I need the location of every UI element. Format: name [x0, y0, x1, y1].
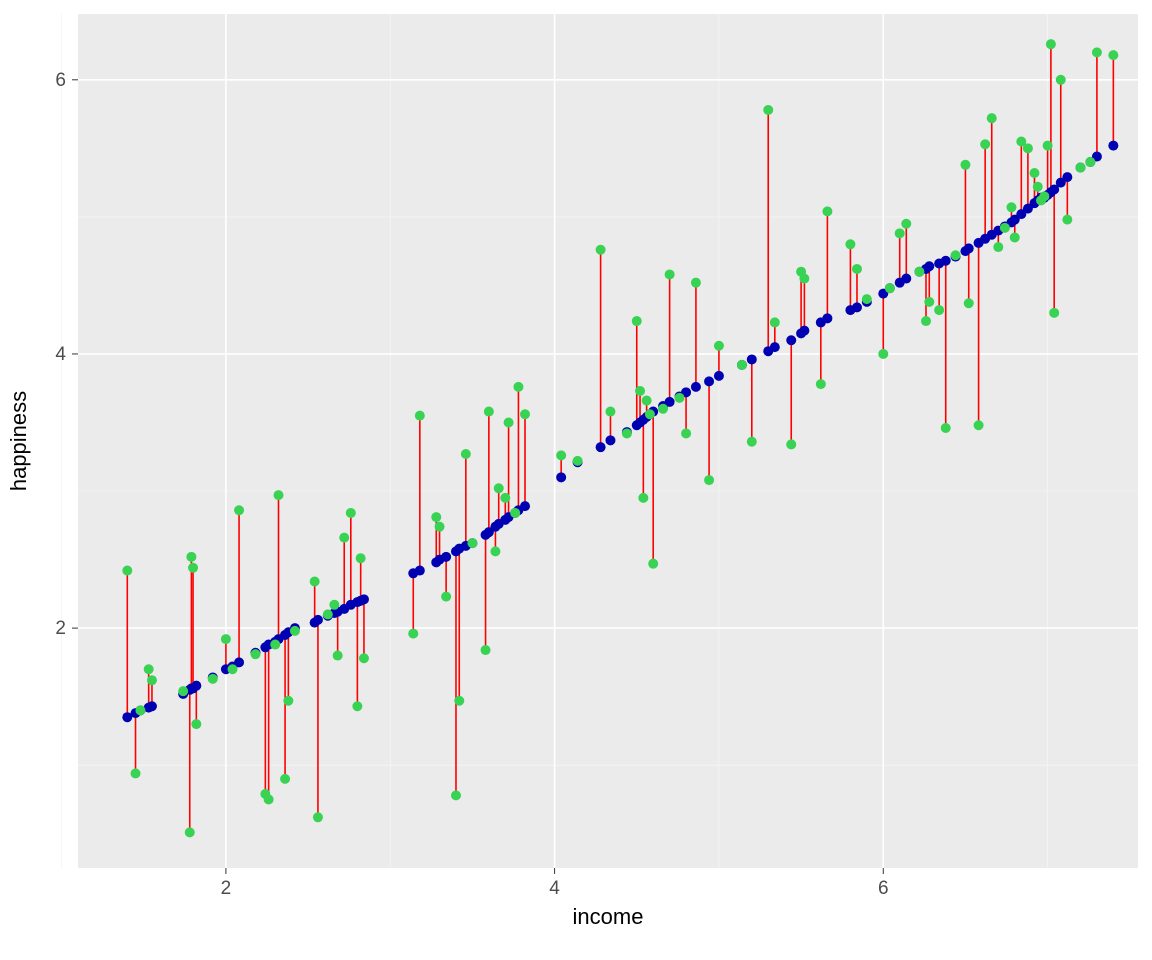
- x-tick-label: 2: [221, 878, 232, 899]
- x-axis-title: income: [573, 904, 644, 929]
- y-tick-label: 6: [55, 70, 66, 91]
- y-axis-title: happiness: [6, 391, 31, 491]
- x-tick-label: 6: [878, 878, 889, 899]
- chart-container: 2 4 6 2 4 6 income happiness: [0, 0, 1152, 960]
- residual-scatter-chart: 2 4 6 2 4 6 income happiness: [0, 0, 1152, 960]
- y-tick-label: 4: [55, 344, 66, 365]
- x-tick-label: 4: [549, 878, 560, 899]
- y-tick-label: 2: [55, 618, 66, 639]
